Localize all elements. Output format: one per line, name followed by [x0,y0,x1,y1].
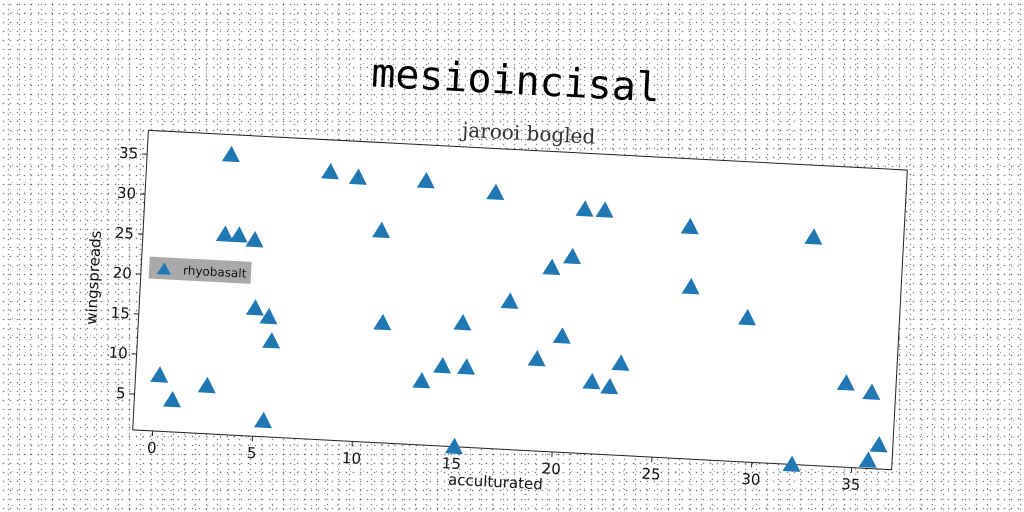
data-point [433,357,452,374]
data-point [221,145,240,163]
x-tick-label: 10 [341,449,361,468]
data-point [680,217,699,235]
plot-frame [132,129,908,471]
data-point [804,228,823,245]
data-point [862,383,881,400]
data-point [681,277,700,295]
y-tick-label: 15 [110,304,130,323]
y-tick-label: 10 [108,344,128,363]
data-point [229,226,248,243]
data-point [373,313,392,331]
data-point [416,171,435,189]
y-tick-label: 25 [114,224,134,243]
data-point [348,168,367,185]
data-point [245,299,264,316]
data-point [600,377,619,395]
legend: rhyobasalt [148,256,252,284]
data-point [836,374,855,391]
legend-label: rhyobasalt [183,263,247,280]
x-axis: 0 5 10 15 20 25 30 35 [147,430,861,494]
data-point [150,366,169,383]
data-point [858,451,877,468]
data-point [500,292,519,309]
legend-box [148,256,252,284]
x-tick-label: 30 [741,470,761,489]
data-point [372,221,391,239]
data-point [527,349,546,367]
data-point [245,231,264,248]
data-point [453,314,472,331]
y-tick-label: 30 [116,184,136,203]
y-tick-label: 35 [119,144,139,163]
x-tick-label: 0 [147,439,157,457]
data-point [782,455,801,472]
data-point [412,371,431,389]
data-point [611,354,630,371]
x-axis-label: acculturated [448,470,544,493]
data-point [595,201,614,218]
y-axis: 5 10 15 20 25 30 35 [108,144,148,402]
data-point [542,258,561,276]
data-point [562,247,581,265]
data-point [575,200,594,217]
data-point [259,307,278,325]
chart-subtitle: jarooi bogled [460,118,596,149]
data-point [486,183,505,201]
x-tick-label: 20 [541,459,561,478]
data-point [321,162,340,180]
data-point [197,376,216,394]
data-point [162,390,181,408]
legend-marker-icon [156,262,171,275]
y-tick-label: 20 [112,264,132,283]
plot-area: jarooi bogled 0 5 10 15 20 25 30 35 5 10 15 20 25 30… [82,118,908,494]
y-tick-label: 5 [116,384,126,402]
data-point [262,332,281,349]
data-point [869,435,888,453]
chart-title: mesioincisal [370,50,661,111]
data-point [738,308,756,326]
data-point [552,327,571,344]
x-tick-label: 35 [841,475,861,494]
x-tick-label: 15 [441,454,461,473]
x-tick-label: 5 [246,444,256,462]
data-point [215,225,234,242]
data-point [444,437,463,455]
x-tick-label: 25 [641,465,661,484]
data-points [150,145,888,472]
data-point [253,411,272,429]
y-axis-label: wingspreads [82,230,105,325]
data-point [457,358,476,375]
data-point [582,372,601,390]
